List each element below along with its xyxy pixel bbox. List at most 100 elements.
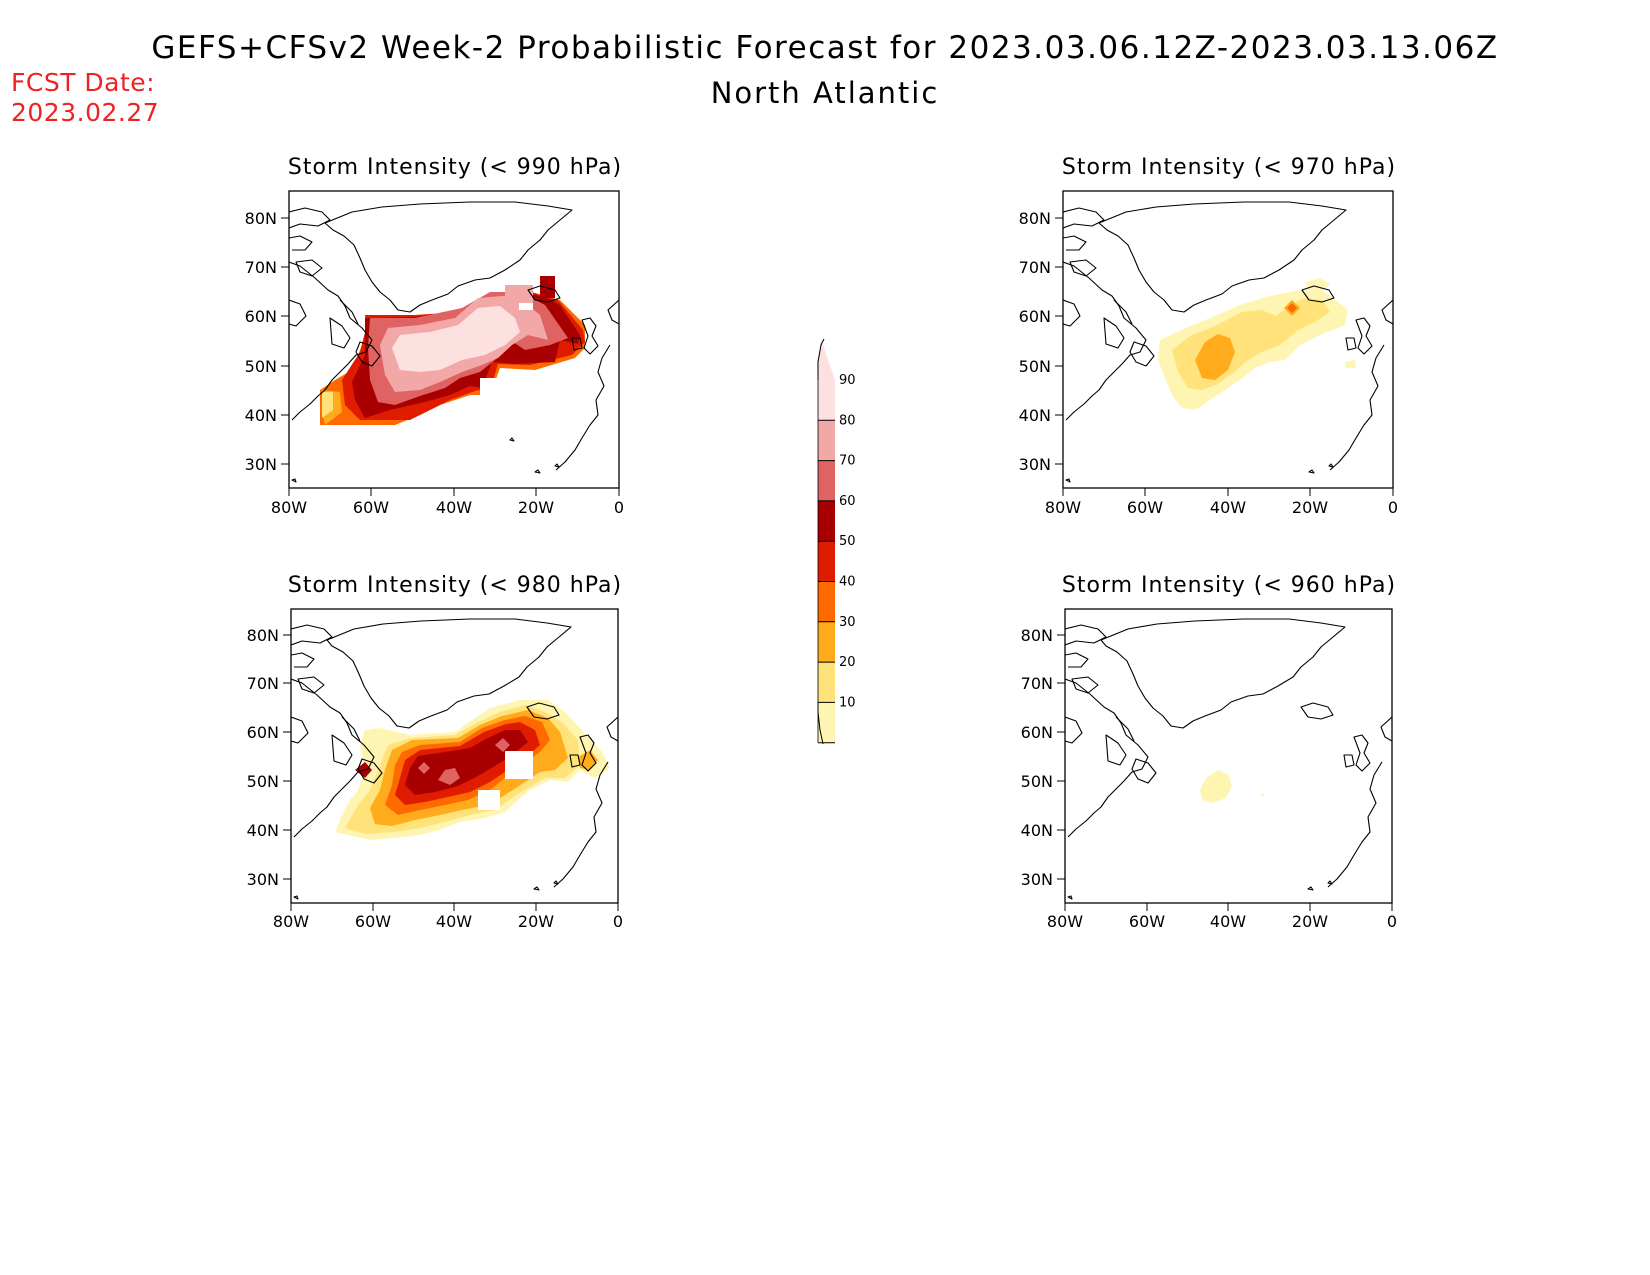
- lon-labels: 80W 60W 40W 20W 0: [1045, 498, 1398, 517]
- lat-ticks: [1055, 217, 1063, 465]
- lon-labels: 80W 60W 40W 20W 0: [273, 912, 623, 931]
- lon-ticks: [288, 488, 620, 496]
- lat-label: 30N: [1021, 870, 1053, 889]
- colorbar-box: [818, 541, 835, 582]
- lat-label: 80N: [245, 209, 277, 228]
- colorbar-box: [818, 581, 835, 623]
- panel-970: Storm Intensity (< 970 hPa): [1019, 155, 1398, 517]
- lat-ticks: [1057, 634, 1065, 880]
- probability-field: [1200, 770, 1265, 803]
- panel-title: Storm Intensity (< 980 hPa): [288, 573, 622, 598]
- lat-labels: 80N 70N 60N 50N 40N 30N: [247, 626, 279, 889]
- colorbar-box: [818, 380, 835, 421]
- lat-label: 80N: [1019, 209, 1051, 228]
- lat-labels: 80N 70N 60N 50N 40N 30N: [1021, 626, 1053, 889]
- lon-label: 60W: [1127, 498, 1163, 517]
- colorbar-box: [818, 460, 835, 502]
- forecast-date-value: 2023.02.27: [11, 98, 160, 127]
- lat-label: 70N: [1019, 258, 1051, 277]
- lon-label: 20W: [518, 912, 554, 931]
- colorbar-label: 40: [839, 575, 856, 590]
- colorbar-boxes: [817, 380, 835, 744]
- lat-label: 30N: [245, 455, 277, 474]
- forecast-date-label: FCST Date:: [11, 68, 156, 97]
- main-title: GEFS+CFSv2 Week-2 Probabilistic Forecast…: [151, 30, 1499, 66]
- colorbar-label: 10: [839, 695, 856, 710]
- probability-field: [320, 276, 615, 425]
- lat-label: 40N: [245, 406, 277, 425]
- lon-label: 60W: [353, 498, 389, 517]
- panel-980: Storm Intensity (< 980 hPa): [247, 573, 623, 931]
- lon-label: 40W: [436, 912, 472, 931]
- coastline: [1065, 618, 1392, 900]
- map-frame: [1064, 608, 1393, 904]
- panel-990: Storm Intensity (< 990 hPa): [245, 155, 624, 517]
- lat-label: 50N: [245, 357, 277, 376]
- colorbar-bottom-edge: [817, 702, 824, 745]
- colorbar-labels: 10 20 30 40 50 60 70 80 90: [839, 373, 856, 710]
- colorbar-box: [818, 621, 835, 663]
- lon-ticks: [1064, 903, 1393, 911]
- lat-label: 30N: [247, 870, 279, 889]
- lon-label: 60W: [1129, 912, 1165, 931]
- lon-label: 80W: [271, 498, 307, 517]
- colorbar-box: [818, 662, 835, 703]
- lat-label: 70N: [1021, 674, 1053, 693]
- colorbar: 10 20 30 40 50 60 70 80 90: [817, 338, 856, 745]
- lat-label: 30N: [1019, 455, 1051, 474]
- lon-label: 0: [614, 498, 624, 517]
- lon-labels: 80W 60W 40W 20W 0: [1047, 912, 1397, 931]
- colorbar-label: 60: [839, 494, 856, 509]
- lon-label: 0: [613, 912, 623, 931]
- forecast-date: FCST Date: 2023.02.27: [11, 68, 159, 128]
- lat-label: 50N: [1019, 357, 1051, 376]
- lon-label: 60W: [355, 912, 391, 931]
- colorbar-label: 70: [839, 454, 856, 469]
- colorbar-label: 90: [839, 373, 856, 388]
- lon-label: 20W: [518, 498, 554, 517]
- lat-label: 60N: [1021, 723, 1053, 742]
- lon-label: 80W: [273, 912, 309, 931]
- panel-960: Storm Intensity (< 960 hPa): [1021, 573, 1397, 931]
- lat-label: 60N: [247, 723, 279, 742]
- lon-label: 0: [1388, 498, 1398, 517]
- coastline: [289, 201, 619, 483]
- lon-labels: 80W 60W 40W 20W 0: [271, 498, 624, 517]
- lon-label: 20W: [1292, 912, 1328, 931]
- lon-label: 20W: [1292, 498, 1328, 517]
- lat-label: 60N: [245, 307, 277, 326]
- lat-label: 60N: [1019, 307, 1051, 326]
- colorbar-box: [818, 702, 835, 744]
- lat-label: 70N: [245, 258, 277, 277]
- lon-label: 40W: [1210, 912, 1246, 931]
- colorbar-box: [818, 500, 835, 542]
- lon-ticks: [290, 903, 619, 911]
- region-subtitle: North Atlantic: [710, 76, 940, 110]
- lat-ticks: [283, 634, 291, 880]
- lon-label: 40W: [1210, 498, 1246, 517]
- lon-label: 0: [1387, 912, 1397, 931]
- colorbar-box: [818, 420, 835, 462]
- probability-field: [1158, 278, 1356, 410]
- colorbar-top-cap: [817, 339, 835, 380]
- lat-labels: 80N 70N 60N 50N 40N 30N: [245, 209, 277, 474]
- lat-label: 40N: [1021, 821, 1053, 840]
- panel-title: Storm Intensity (< 960 hPa): [1062, 573, 1396, 598]
- lon-label: 80W: [1047, 912, 1083, 931]
- lat-ticks: [281, 217, 289, 465]
- colorbar-label: 30: [839, 615, 856, 630]
- panel-title: Storm Intensity (< 970 hPa): [1062, 155, 1396, 180]
- coastline: [1063, 201, 1393, 483]
- lat-labels: 80N 70N 60N 50N 40N 30N: [1019, 209, 1051, 474]
- lon-label: 40W: [436, 498, 472, 517]
- lat-label: 40N: [247, 821, 279, 840]
- probability-field: [335, 700, 610, 840]
- coastline: [291, 618, 618, 900]
- lat-label: 50N: [247, 772, 279, 791]
- lon-ticks: [1062, 488, 1394, 496]
- lat-label: 50N: [1021, 772, 1053, 791]
- colorbar-label: 20: [839, 655, 856, 670]
- lat-label: 40N: [1019, 406, 1051, 425]
- lat-label: 80N: [247, 626, 279, 645]
